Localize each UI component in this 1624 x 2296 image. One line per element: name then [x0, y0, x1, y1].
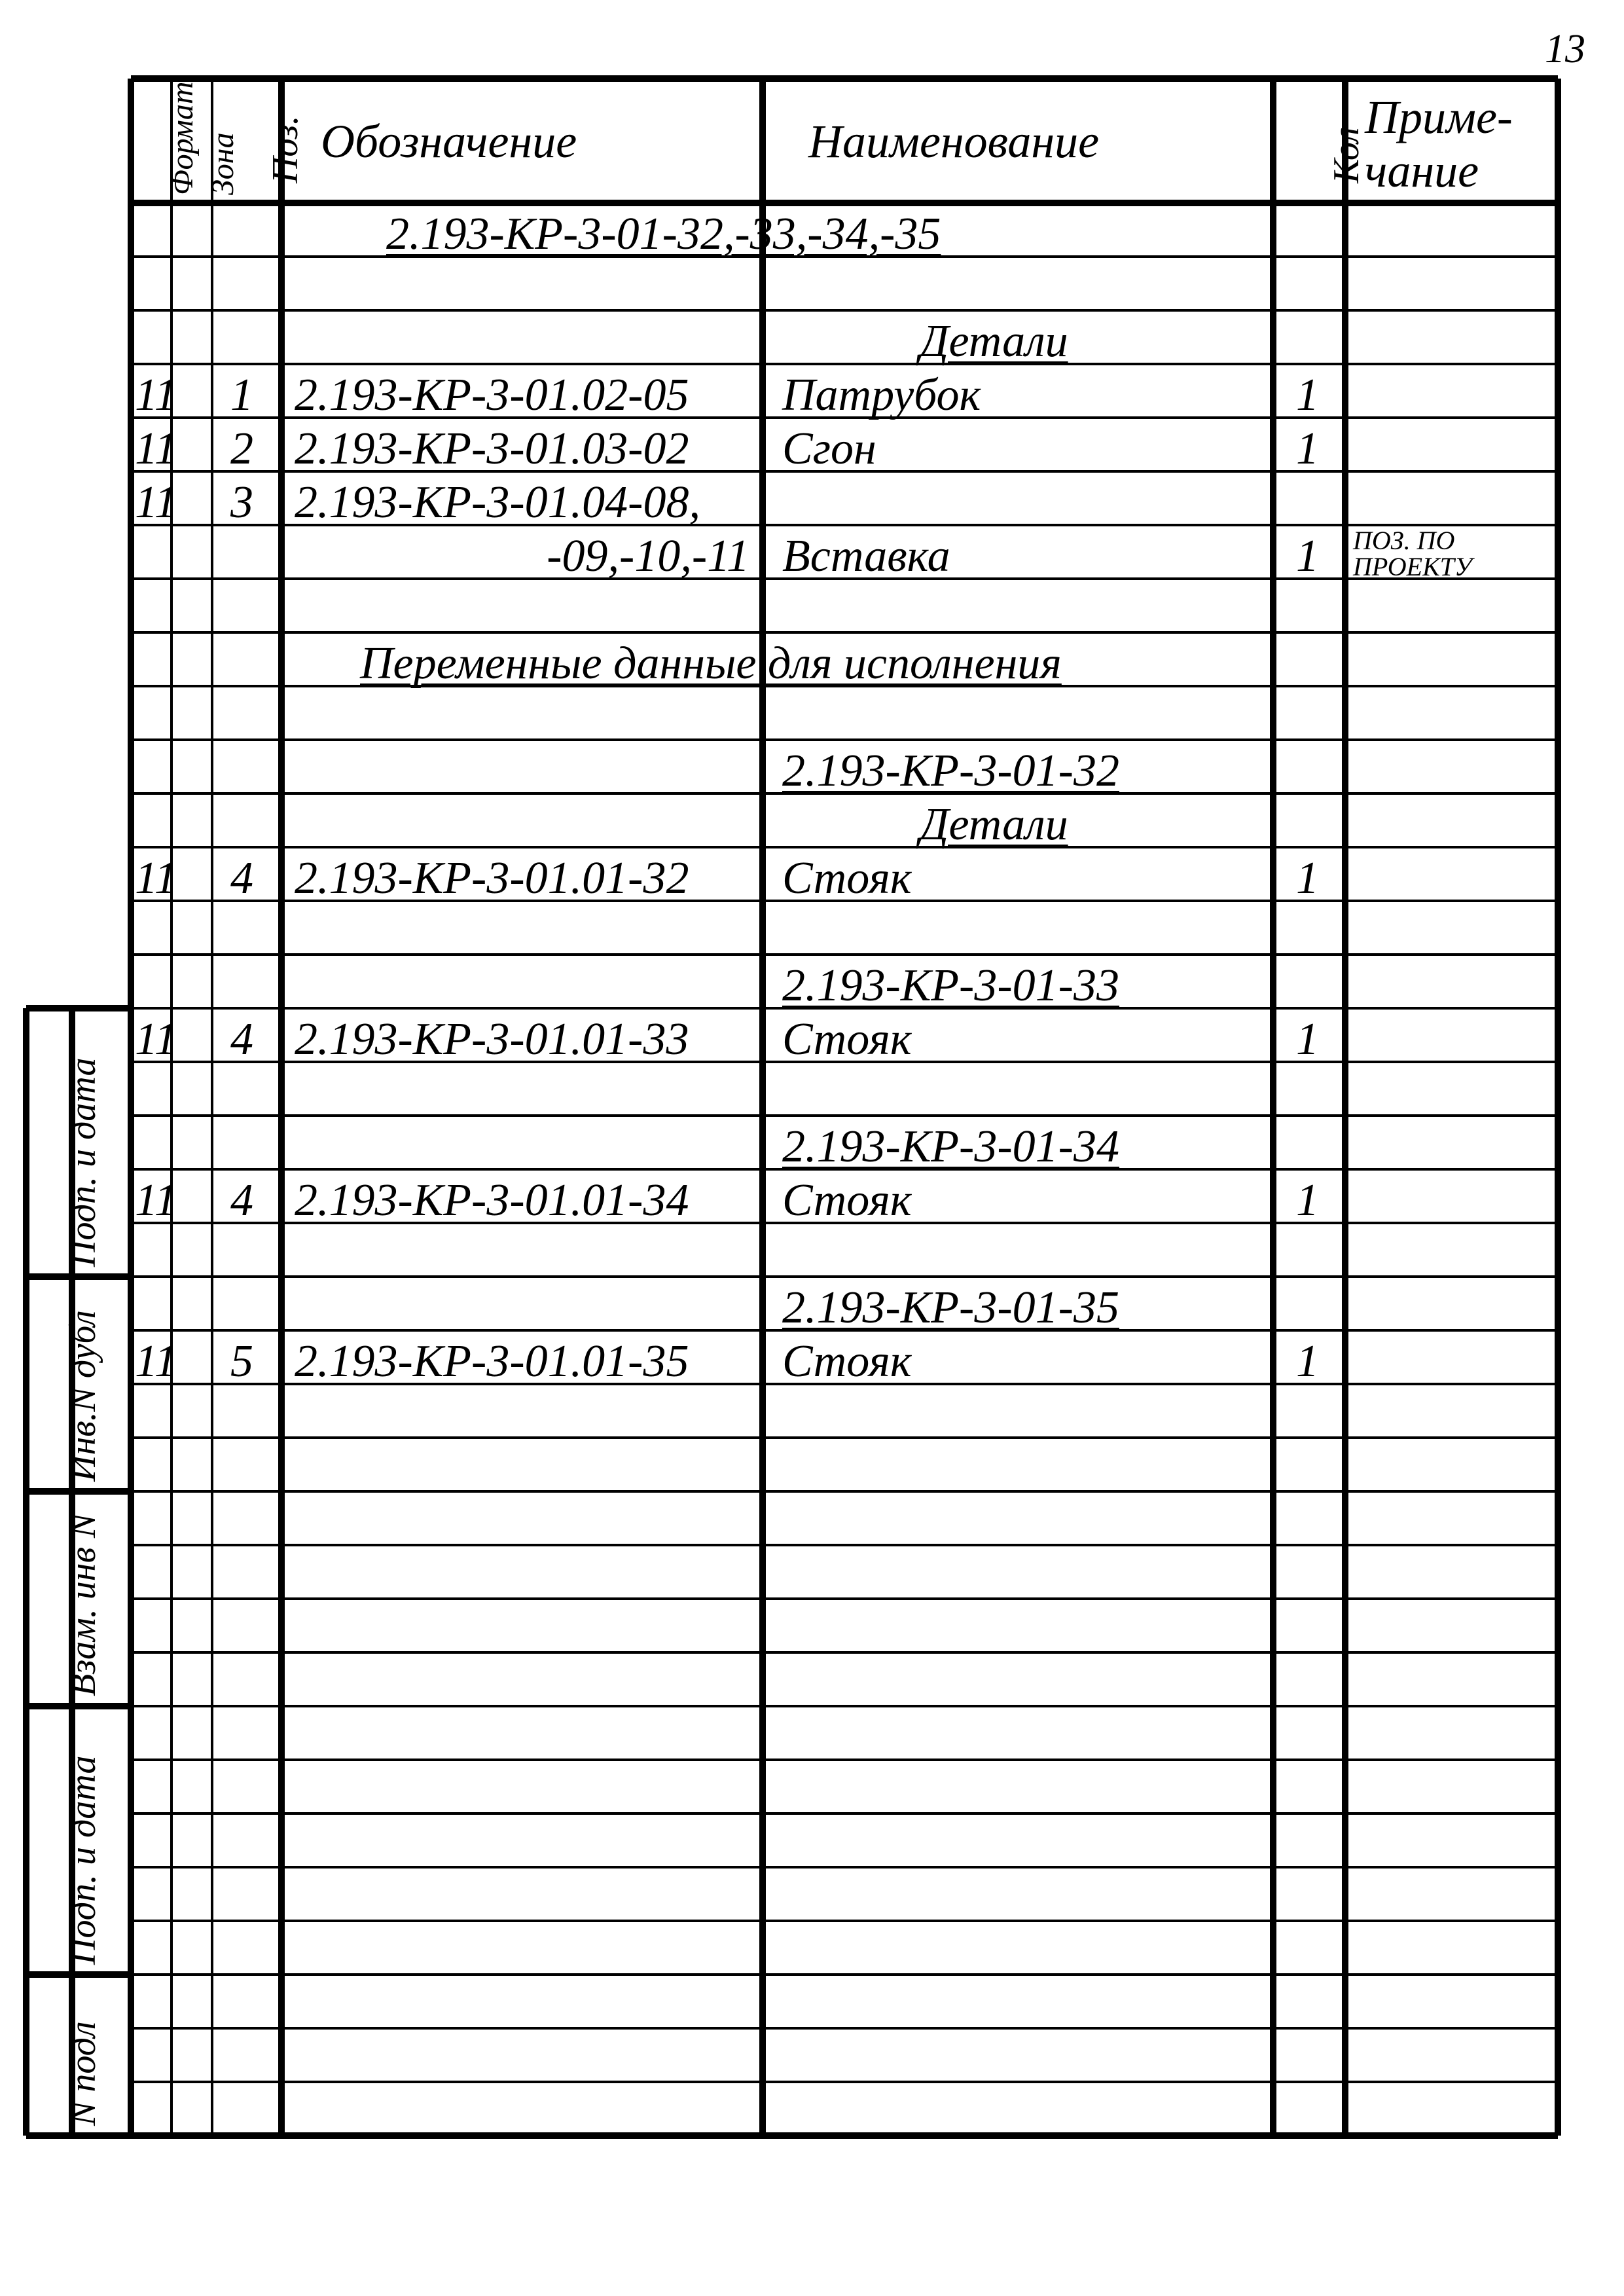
- header-note-1: Приме-: [1365, 90, 1513, 145]
- row-12-pos: 4: [230, 852, 253, 905]
- row-3-designation: 2.193-КР-3-01.02-05: [295, 369, 689, 422]
- row-4-format: 11: [135, 423, 177, 475]
- section-8: Переменные данные для исполнения: [360, 638, 1062, 690]
- row-12-format: 11: [135, 852, 177, 905]
- row-6-designation: -09,-10,-11: [295, 530, 749, 583]
- header-note-2: чание: [1365, 144, 1479, 198]
- header-name: Наименование: [808, 115, 1099, 169]
- row-15-designation: 2.193-КР-3-01.01-33: [295, 1013, 689, 1066]
- page-number: 13: [1545, 26, 1585, 73]
- side-label-3: Подп. и дата: [62, 1756, 104, 1965]
- side-label-0: Подп. и дата: [62, 1058, 104, 1267]
- row-18-pos: 4: [230, 1175, 253, 1227]
- row-6-note: поз. по проекту: [1353, 528, 1553, 580]
- row-4-pos: 2: [230, 423, 253, 475]
- row-3-qty: 1: [1296, 369, 1319, 422]
- row-11-name: Детали: [920, 799, 1068, 851]
- row-12-qty: 1: [1296, 852, 1319, 905]
- row-12-name: Стояк: [782, 852, 912, 905]
- row-15-format: 11: [135, 1013, 177, 1066]
- row-21-pos: 5: [230, 1336, 253, 1388]
- row-18-name: Стояк: [782, 1175, 912, 1227]
- row-21-designation: 2.193-КР-3-01.01-35: [295, 1336, 689, 1388]
- row-21-qty: 1: [1296, 1336, 1319, 1388]
- row-6-name: Вставка: [782, 530, 950, 583]
- row-title-0: 2.193-КР-3-01-32,-33,-34,-35: [386, 208, 941, 261]
- row-6-qty: 1: [1296, 530, 1319, 583]
- row-4-name: Сгон: [782, 423, 876, 475]
- row-17-name: 2.193-КР-3-01-34: [782, 1121, 1119, 1173]
- row-14-name: 2.193-КР-3-01-33: [782, 960, 1119, 1012]
- row-3-format: 11: [135, 369, 177, 422]
- row-21-name: Стояк: [782, 1336, 912, 1388]
- side-label-4: N подл: [62, 2022, 104, 2126]
- row-10-name: 2.193-КР-3-01-32: [782, 745, 1119, 797]
- engineering-spec-sheet: 13 ФорматЗонаПоз.ОбозначениеНаименование…: [0, 0, 1624, 2296]
- row-15-pos: 4: [230, 1013, 253, 1066]
- row-2-name: Детали: [920, 316, 1068, 368]
- header-designation: Обозначение: [321, 115, 577, 169]
- row-4-designation: 2.193-КР-3-01.03-02: [295, 423, 689, 475]
- row-18-designation: 2.193-КР-3-01.01-34: [295, 1175, 689, 1227]
- row-18-format: 11: [135, 1175, 177, 1227]
- side-label-1: Инв.N дубл: [62, 1310, 104, 1482]
- row-5-format: 11: [135, 477, 177, 529]
- row-5-designation: 2.193-КР-3-01.04-08,: [295, 477, 700, 529]
- row-5-pos: 3: [230, 477, 253, 529]
- row-12-designation: 2.193-КР-3-01.01-32: [295, 852, 689, 905]
- side-label-2: Взам. инв N: [62, 1514, 104, 1696]
- row-15-name: Стояк: [782, 1013, 912, 1066]
- row-21-format: 11: [135, 1336, 177, 1388]
- row-4-qty: 1: [1296, 423, 1319, 475]
- row-18-qty: 1: [1296, 1175, 1319, 1227]
- row-3-pos: 1: [230, 369, 253, 422]
- row-3-name: Патрубок: [782, 369, 981, 422]
- row-20-name: 2.193-КР-3-01-35: [782, 1282, 1119, 1334]
- row-15-qty: 1: [1296, 1013, 1319, 1066]
